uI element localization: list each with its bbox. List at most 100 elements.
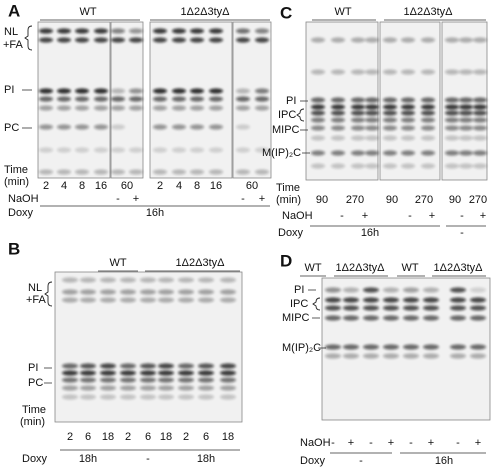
band [158,394,174,400]
band [140,385,156,391]
band [100,377,116,383]
band [445,97,459,103]
band [365,135,379,141]
band [383,287,399,293]
band [383,37,397,43]
band [343,315,359,321]
group-label: 1Δ2Δ3tyΔ [434,262,484,274]
band [450,305,466,311]
band [129,169,143,175]
band [172,169,186,175]
band [120,289,136,295]
band [178,363,194,369]
band [129,28,143,34]
band [198,394,214,400]
band [75,169,89,175]
band [421,97,435,103]
group-label: WT [401,262,418,274]
band [111,37,125,43]
time-label: 4 [61,180,67,192]
band [172,37,186,43]
time-label: 60 [121,180,133,192]
time-label: 60 [246,180,258,192]
band [450,353,466,359]
band [255,96,269,102]
band [459,150,473,156]
naoh-sign: + [480,210,486,222]
band [153,147,167,153]
band [220,377,236,383]
band-label: +FA [3,39,24,51]
band [450,315,466,321]
band [325,287,341,293]
band [365,125,379,131]
band [172,124,186,130]
band-label: +FA [26,294,47,306]
band [236,28,250,34]
band [331,110,345,116]
band [39,37,53,43]
band [80,363,96,369]
doxy-label: - [460,227,464,239]
band [401,117,415,123]
band [363,353,379,359]
brace [24,25,33,51]
band [153,28,167,34]
time-label: 2 [183,431,189,443]
band [209,105,223,111]
band [62,394,78,400]
band [140,289,156,295]
band [190,37,204,43]
band-label: MIPC [272,124,300,136]
band [363,287,379,293]
naoh-sign: - [116,193,120,205]
band [473,110,487,116]
band [459,163,473,169]
band [80,289,96,295]
band-label: MIPC [282,312,310,324]
band [172,96,186,102]
band [120,377,136,383]
band [343,305,359,311]
band [62,363,78,369]
band [311,110,325,116]
panel-letter: B [8,239,20,258]
band [153,96,167,102]
naoh-sign: - [456,437,460,449]
doxy-label: 16h [361,227,379,239]
band [255,28,269,34]
band [190,105,204,111]
band [401,104,415,110]
band [383,150,397,156]
band [129,88,143,94]
band-label: PI [28,362,38,374]
band [57,96,71,102]
band [120,394,136,400]
band [178,370,194,376]
band [331,163,345,169]
band [403,305,419,311]
band-label: NL [4,26,18,38]
band [403,315,419,321]
group-label: WT [109,257,126,269]
band [401,150,415,156]
band [423,353,439,359]
band [365,37,379,43]
panel-letter: C [280,3,292,22]
band [325,297,341,303]
row-label: Doxy [300,455,326,467]
band [459,110,473,116]
band [421,135,435,141]
row-label: NaOH [8,193,39,205]
band [473,135,487,141]
band [343,297,359,303]
band [421,117,435,123]
band [331,69,345,75]
band-label: PC [4,122,19,134]
band [94,37,108,43]
band [39,28,53,34]
band [198,363,214,369]
naoh-sign: + [348,437,354,449]
band [62,385,78,391]
